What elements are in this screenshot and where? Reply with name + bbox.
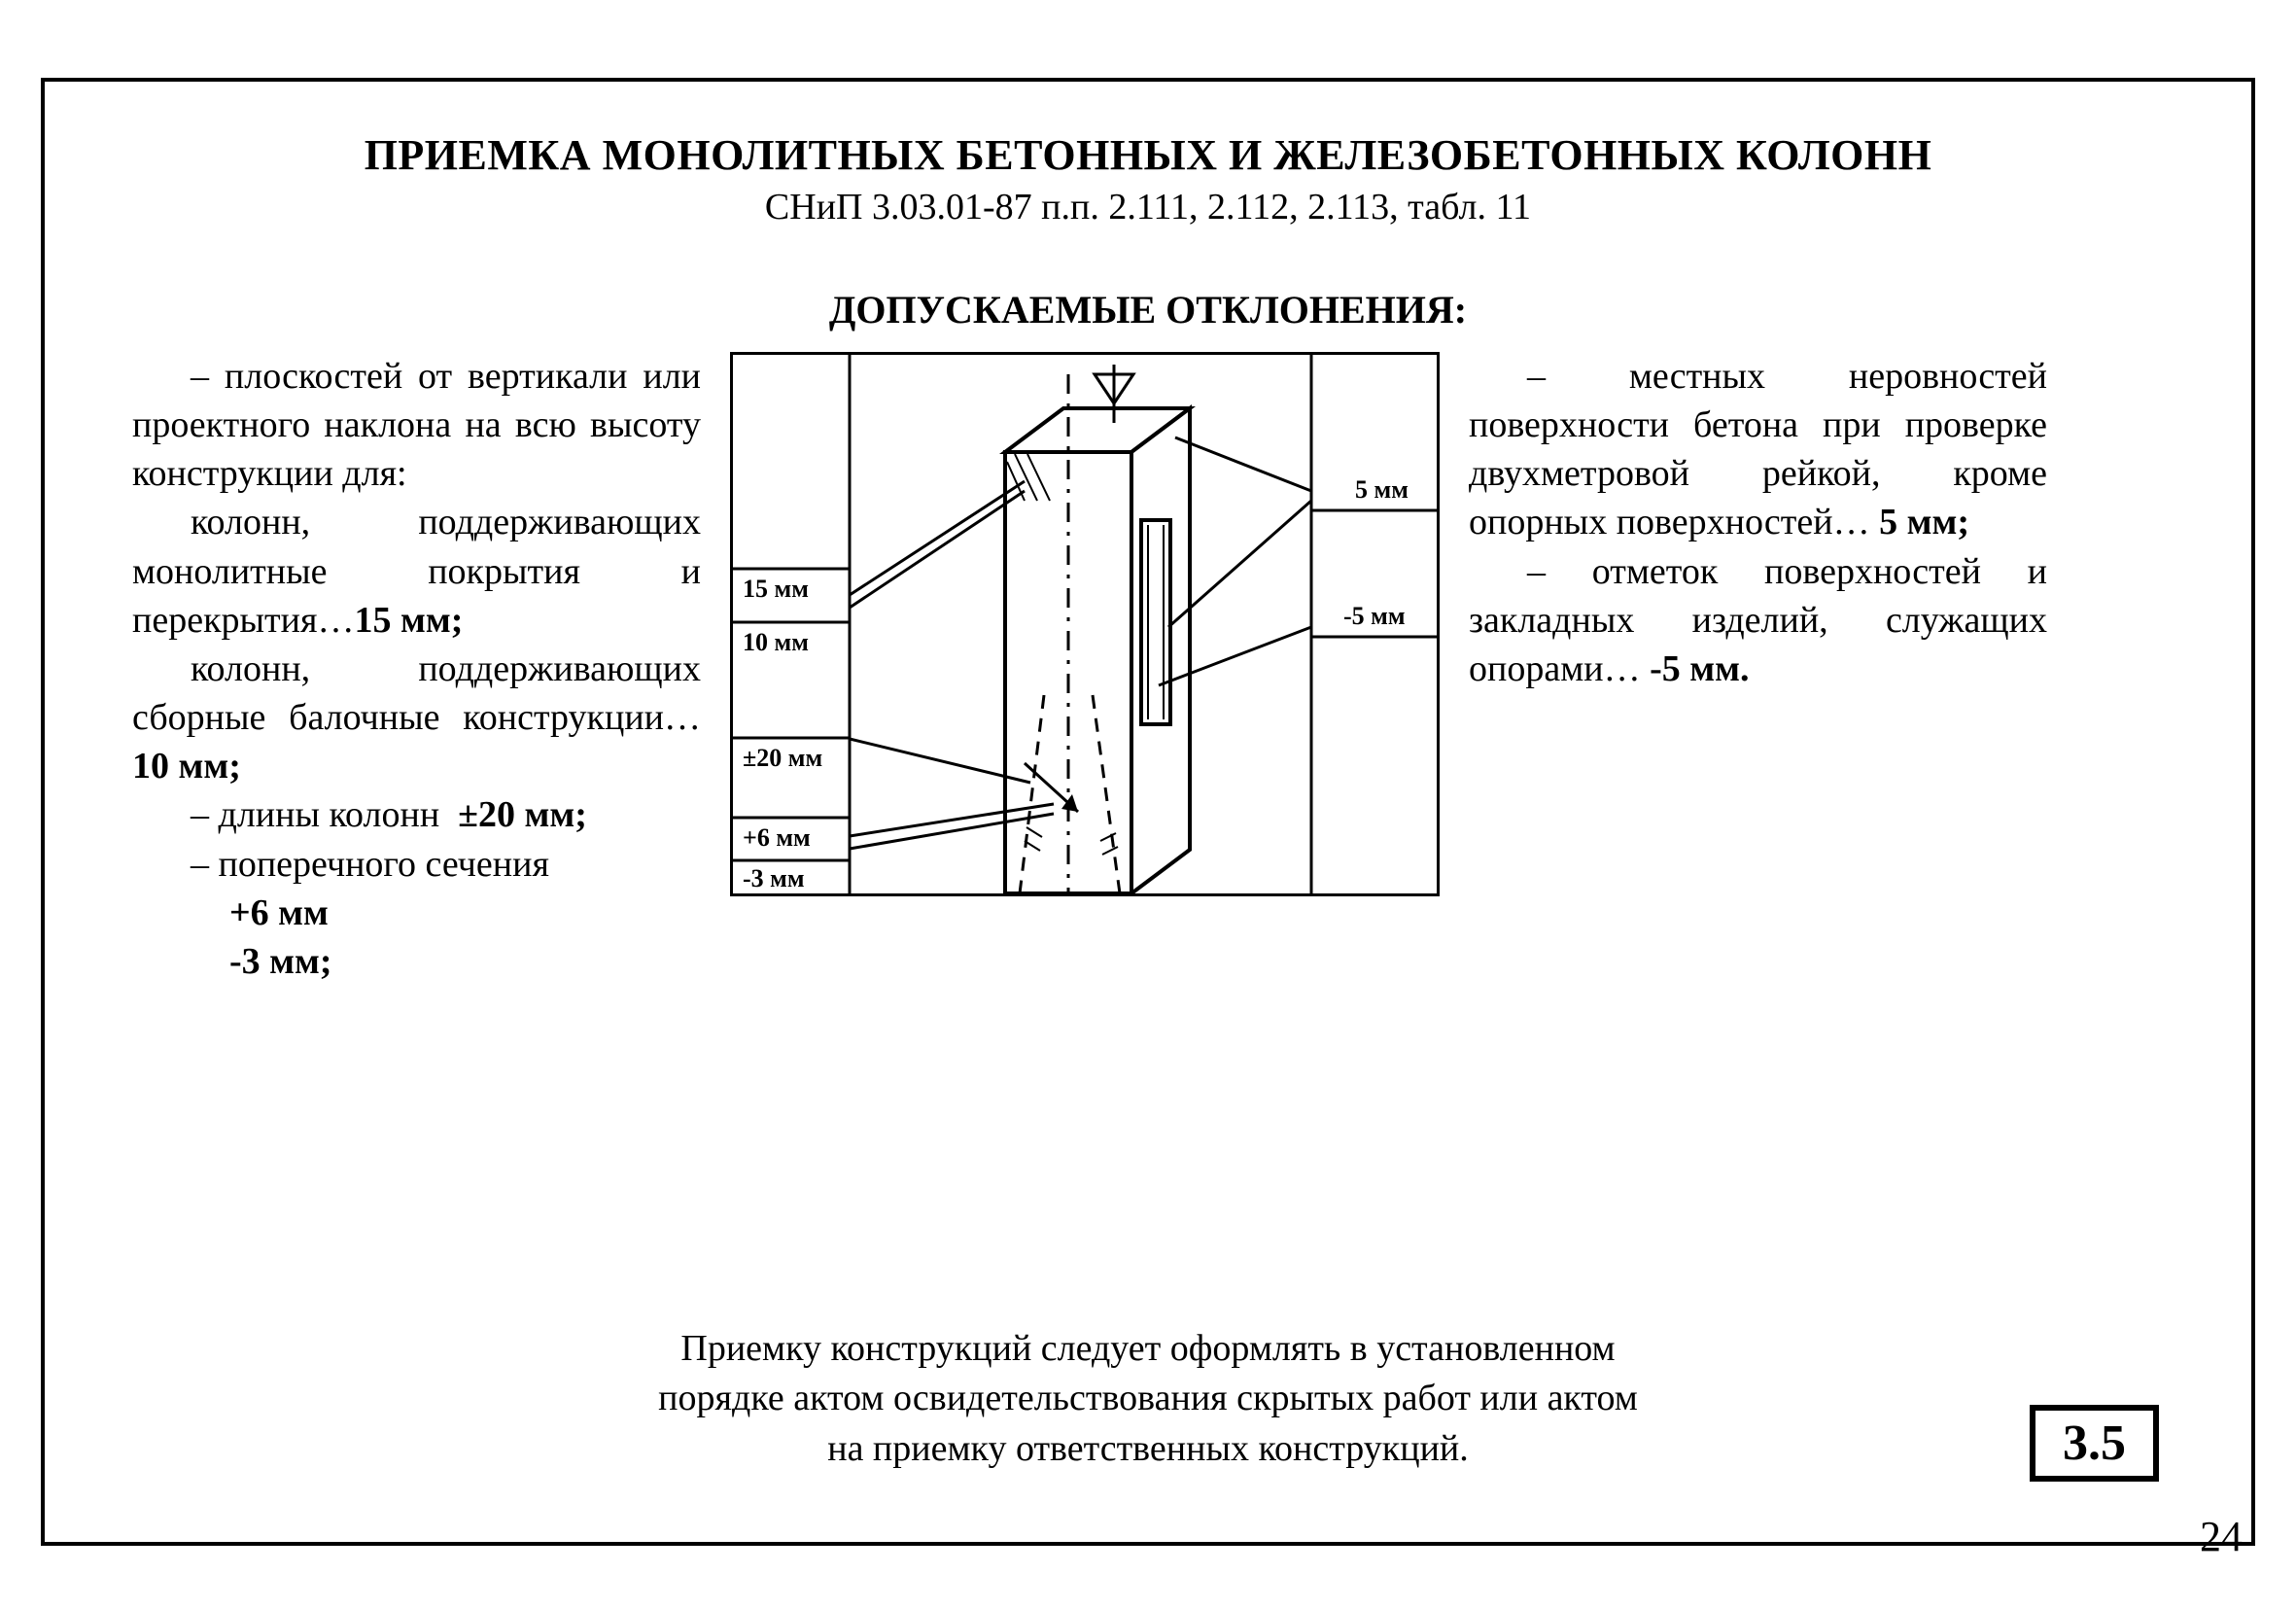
left-p3: колонн, поддерживающих сборные балочные …	[132, 645, 701, 790]
diagram-label-15mm: 15 мм	[743, 575, 809, 604]
page-number: 24	[2200, 1512, 2243, 1561]
left-p6: +6 мм	[229, 889, 701, 937]
content-columns: – плоскостей от вертикали или проектного…	[132, 352, 2164, 986]
left-p4: – длины колонн ±20 мм;	[132, 790, 701, 839]
diagram-label-m3: -3 мм	[743, 864, 805, 893]
diagram-label-pm20: ±20 мм	[743, 744, 822, 773]
left-indent-block: +6 мм -3 мм;	[132, 889, 701, 986]
right-column: – местных неровностей поверхности бетона…	[1469, 352, 2047, 693]
diagram-svg	[733, 355, 1437, 893]
left-column: – плоскостей от вертикали или проектного…	[132, 352, 701, 986]
left-p5: – поперечного сечения	[132, 840, 701, 889]
left-p2: колонн, поддерживающих монолитные покрыт…	[132, 498, 701, 644]
page-frame: ПРИЕМКА МОНОЛИТНЫХ БЕТОННЫХ И ЖЕЛЕЗОБЕТО…	[41, 78, 2255, 1546]
footer-line-2: порядке актом освидетельствования скрыты…	[45, 1374, 2251, 1423]
left-p1: – плоскостей от вертикали или проектного…	[132, 352, 701, 498]
footer-text: Приемку конструкций следует оформлять в …	[45, 1324, 2251, 1474]
page-title: ПРИЕМКА МОНОЛИТНЫХ БЕТОННЫХ И ЖЕЛЕЗОБЕТО…	[132, 130, 2164, 180]
footer-line-3: на приемку ответственных конструкций.	[45, 1424, 2251, 1474]
diagram-column: 15 мм 10 мм ±20 мм +6 мм -3 мм 5 мм -5 м…	[730, 352, 1440, 896]
left-p7: -3 мм;	[229, 937, 701, 986]
right-p2: – отметок поверхностей и закладных издел…	[1469, 547, 2047, 693]
column-diagram: 15 мм 10 мм ±20 мм +6 мм -3 мм 5 мм -5 м…	[730, 352, 1440, 896]
diagram-label-m5mm: -5 мм	[1343, 602, 1406, 631]
section-heading: ДОПУСКАЕМЫЕ ОТКЛОНЕНИЯ:	[132, 287, 2164, 332]
right-p1: – местных неровностей поверхности бетона…	[1469, 352, 2047, 547]
diagram-label-5mm: 5 мм	[1355, 475, 1409, 505]
page-subtitle: СНиП 3.03.01-87 п.п. 2.111, 2.112, 2.113…	[132, 186, 2164, 228]
diagram-label-p6: +6 мм	[743, 823, 811, 853]
footer-line-1: Приемку конструкций следует оформлять в …	[45, 1324, 2251, 1374]
section-number-badge: 3.5	[2030, 1405, 2159, 1482]
diagram-label-10mm: 10 мм	[743, 628, 809, 657]
